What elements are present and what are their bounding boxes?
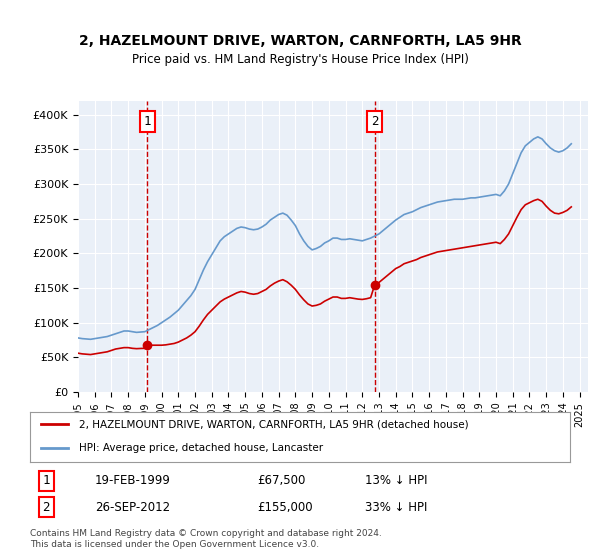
Text: 13% ↓ HPI: 13% ↓ HPI — [365, 474, 427, 487]
Text: 33% ↓ HPI: 33% ↓ HPI — [365, 501, 427, 514]
Text: 1: 1 — [143, 115, 151, 128]
Text: 19-FEB-1999: 19-FEB-1999 — [95, 474, 170, 487]
Text: 2: 2 — [371, 115, 379, 128]
Text: Price paid vs. HM Land Registry's House Price Index (HPI): Price paid vs. HM Land Registry's House … — [131, 53, 469, 66]
Text: 2, HAZELMOUNT DRIVE, WARTON, CARNFORTH, LA5 9HR (detached house): 2, HAZELMOUNT DRIVE, WARTON, CARNFORTH, … — [79, 419, 468, 429]
Text: 26-SEP-2012: 26-SEP-2012 — [95, 501, 170, 514]
Text: £67,500: £67,500 — [257, 474, 305, 487]
Text: 1: 1 — [43, 474, 50, 487]
Text: £155,000: £155,000 — [257, 501, 313, 514]
Text: HPI: Average price, detached house, Lancaster: HPI: Average price, detached house, Lanc… — [79, 443, 323, 453]
Text: Contains HM Land Registry data © Crown copyright and database right 2024.
This d: Contains HM Land Registry data © Crown c… — [30, 529, 382, 549]
Text: 2, HAZELMOUNT DRIVE, WARTON, CARNFORTH, LA5 9HR: 2, HAZELMOUNT DRIVE, WARTON, CARNFORTH, … — [79, 34, 521, 48]
Text: 2: 2 — [43, 501, 50, 514]
